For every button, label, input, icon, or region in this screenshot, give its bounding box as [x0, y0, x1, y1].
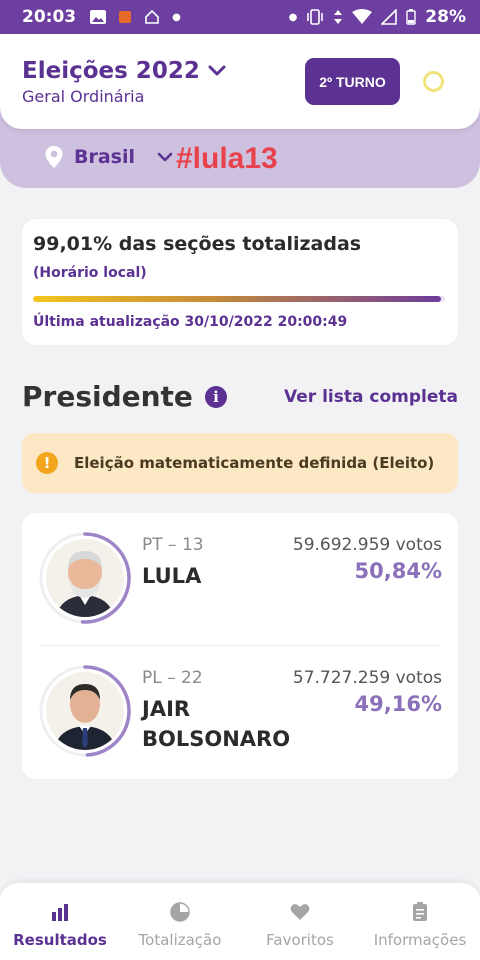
hashtag-overlay: #lula13 [176, 142, 278, 175]
divider [40, 645, 440, 646]
avatar-with-share-ring [38, 531, 132, 625]
loading-ring-icon [423, 71, 444, 92]
wifi-icon [352, 9, 373, 24]
section-title: Presidente i [22, 380, 227, 413]
totalization-card: 99,01% das seções totalizadas (Horário l… [22, 219, 458, 345]
vibrate-icon [307, 9, 324, 25]
candidate-name: LULA [142, 564, 202, 588]
status-bar: 20:03 ● ● 28% [0, 0, 480, 34]
status-time: 20:03 [22, 7, 77, 27]
signal-icon [381, 9, 398, 25]
page-subtitle: Geral Ordinária [22, 87, 145, 106]
candidate-votes: 59.692.959 votos [292, 535, 442, 555]
full-list-link[interactable]: Ver lista completa [284, 387, 458, 407]
battery-level: 28% [425, 7, 466, 27]
dot-icon: ● [288, 11, 298, 23]
progress-bar [33, 296, 445, 302]
heart-icon [290, 904, 310, 920]
notification-icons: ● [90, 9, 181, 25]
location-selector[interactable]: Brasil [44, 145, 173, 169]
info-icon[interactable]: i [204, 385, 227, 408]
alert-text: Eleição matematicamente definida (Eleito… [74, 454, 435, 472]
nav-label: Informações [373, 931, 467, 949]
app-notification-icon [119, 11, 132, 23]
progress-fill [33, 296, 441, 302]
image-icon [90, 10, 107, 24]
avatar-with-share-ring [38, 664, 132, 758]
header-card: Eleições 2022 Geral Ordinária 2º TURNO [0, 34, 480, 129]
location-label: Brasil [74, 146, 136, 168]
candidate-photo [46, 672, 124, 750]
location-pin-icon [45, 146, 63, 168]
status-alert: ! Eleição matematicamente definida (Elei… [22, 433, 458, 493]
dot-icon: ● [172, 11, 181, 23]
chevron-down-icon [208, 65, 226, 76]
home-icon [145, 9, 159, 24]
nav-label: Totalização [138, 931, 222, 949]
totalization-title: 99,01% das seções totalizadas [33, 233, 362, 255]
nav-label: Favoritos [266, 931, 334, 949]
vote-share-arc [83, 665, 131, 757]
nav-informacoes[interactable]: Informações [360, 883, 480, 960]
page-title: Eleições 2022 [22, 58, 200, 84]
data-transfer-icon [334, 10, 343, 24]
candidate-percent: 49,16% [354, 692, 442, 716]
election-selector[interactable]: Eleições 2022 [22, 58, 226, 84]
candidate-row[interactable]: PT – 13 LULA 59.692.959 votos 50,84% [22, 513, 458, 643]
pie-chart-icon [170, 902, 190, 922]
candidate-party: PT – 13 [142, 535, 204, 555]
last-update: Última atualização 30/10/2022 20:00:49 [33, 314, 348, 330]
nav-totalizacao[interactable]: Totalização [120, 883, 240, 960]
local-time-note: (Horário local) [33, 265, 147, 281]
nav-favoritos[interactable]: Favoritos [240, 883, 360, 960]
clipboard-icon [413, 902, 427, 921]
nav-label: Resultados [13, 931, 107, 949]
candidate-row[interactable]: PL – 22 JAIR BOLSONARO 57.727.259 votos … [22, 646, 458, 776]
candidates-card: PT – 13 LULA 59.692.959 votos 50,84% [22, 513, 458, 779]
turno-button[interactable]: 2º TURNO [305, 58, 400, 105]
bottom-nav: Resultados Totalização Favoritos Informa… [0, 883, 480, 960]
nav-resultados[interactable]: Resultados [0, 883, 120, 960]
candidate-percent: 50,84% [354, 559, 442, 583]
section-title-text: Presidente [22, 380, 193, 413]
candidate-name: JAIR BOLSONARO [142, 697, 291, 751]
bar-chart-icon [52, 904, 68, 921]
candidate-votes: 57.727.259 votos [292, 668, 442, 688]
vote-share-arc [80, 532, 131, 624]
chevron-down-icon [157, 152, 173, 162]
battery-icon [406, 9, 416, 25]
warning-icon: ! [36, 452, 58, 474]
candidate-party: PL – 22 [142, 668, 203, 688]
candidate-photo [46, 539, 124, 617]
